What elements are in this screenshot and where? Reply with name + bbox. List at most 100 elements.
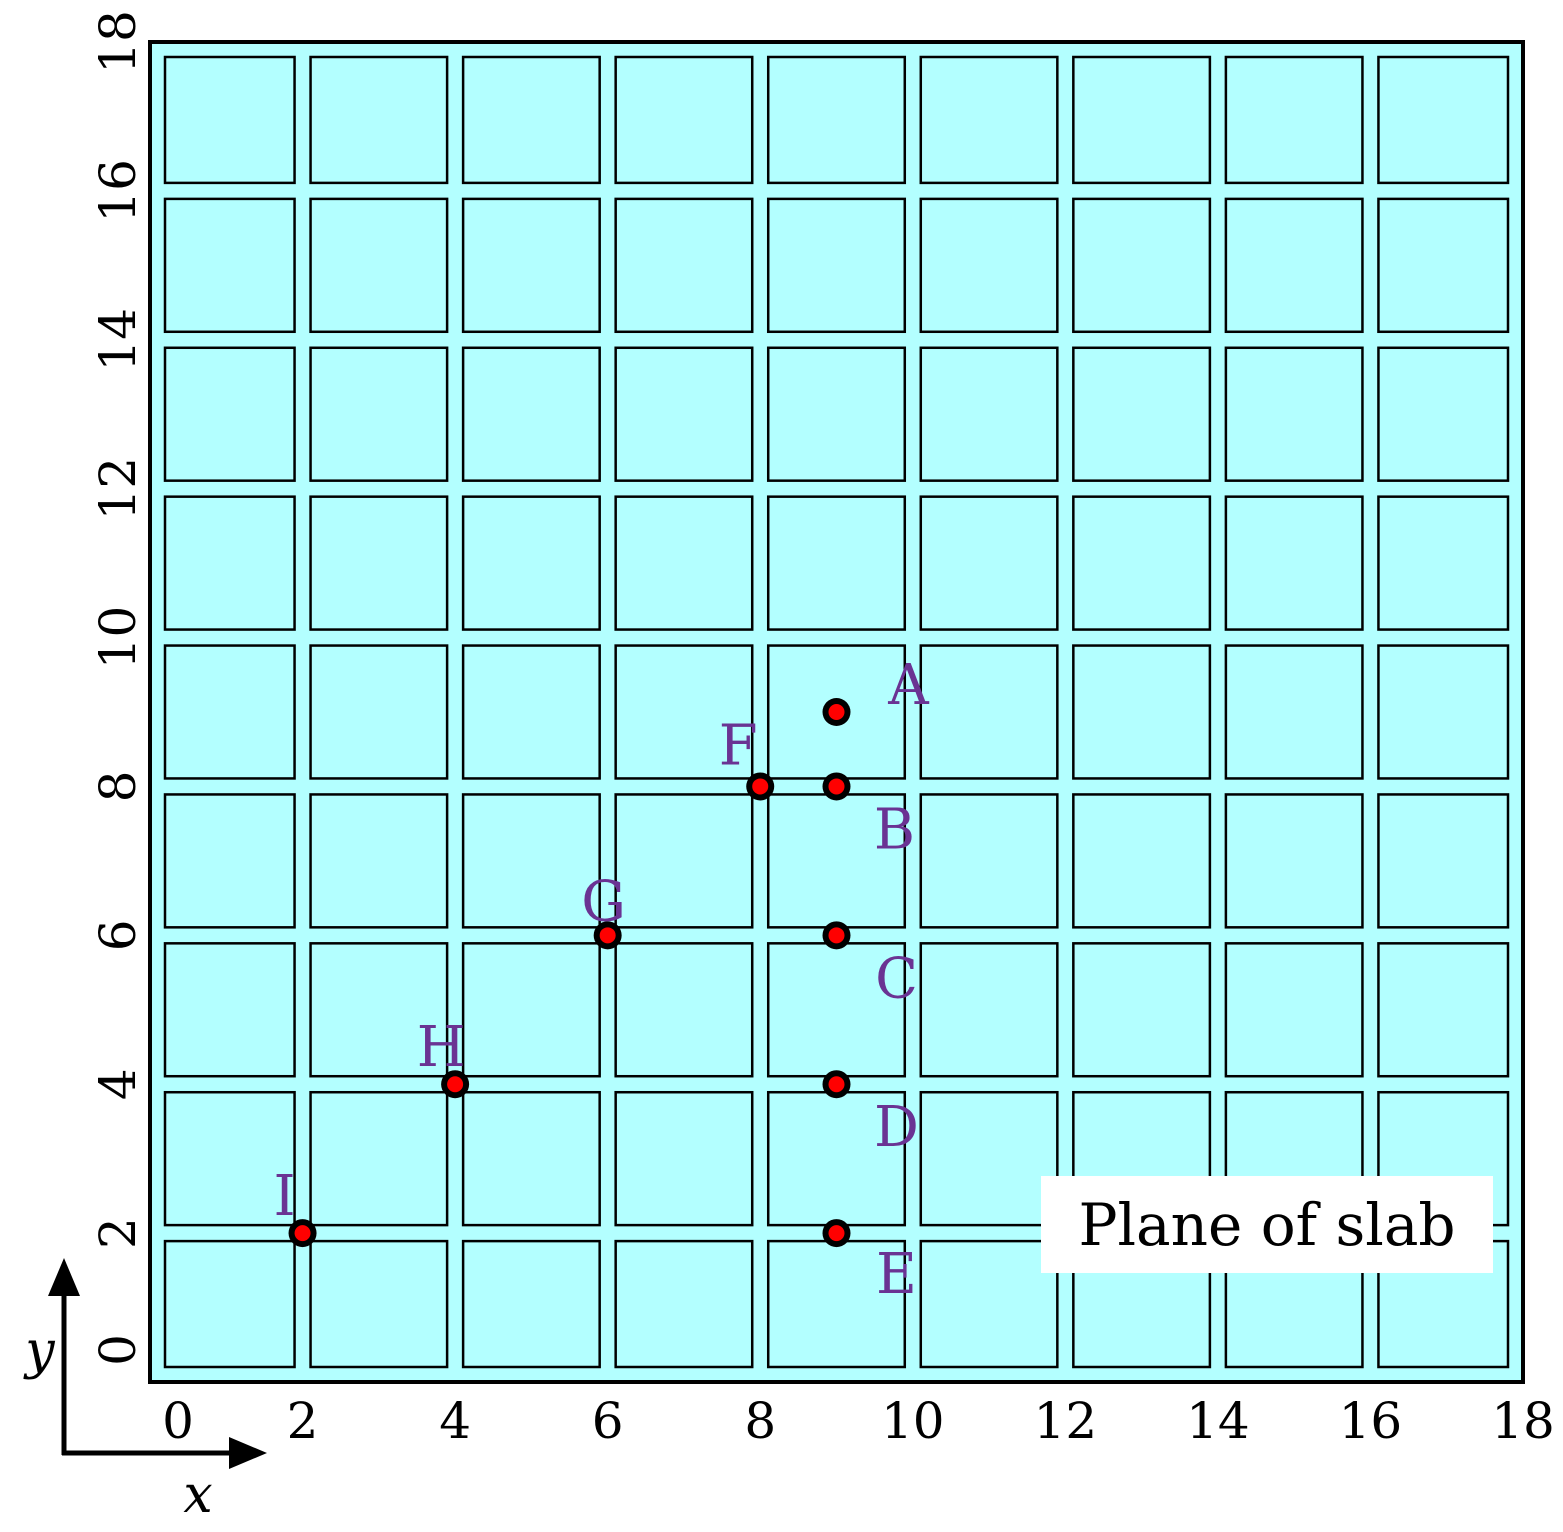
grid-cell	[1377, 644, 1510, 780]
grid-cells	[163, 55, 1510, 1369]
grid-cell	[919, 644, 1059, 780]
grid-cell	[461, 346, 601, 482]
x-arrow-head	[229, 1437, 267, 1469]
point-i: I	[273, 1164, 317, 1248]
grid-cell	[309, 1090, 449, 1227]
point-b: B	[822, 772, 915, 862]
point-label: A	[887, 653, 929, 718]
grid-cell	[1224, 495, 1364, 631]
grid-cell	[919, 942, 1059, 1078]
grid-cell	[163, 346, 296, 482]
grid-cell	[919, 55, 1059, 185]
grid-cell	[309, 793, 449, 929]
point-h: H	[417, 1015, 470, 1099]
grid-cell	[919, 495, 1059, 631]
grid-cell	[1224, 197, 1364, 334]
grid-cell	[766, 197, 907, 334]
grid-cell	[614, 1090, 754, 1227]
grid-cell	[309, 346, 449, 482]
x-tick-label: 16	[1339, 1392, 1403, 1450]
grid-cell	[766, 55, 907, 185]
y-arrow-head	[48, 1258, 80, 1296]
x-tick-label: 6	[592, 1392, 624, 1450]
grid-cell	[1377, 197, 1510, 334]
point-label: D	[874, 1095, 919, 1160]
point-label: B	[874, 797, 915, 862]
grid-cell	[163, 1090, 296, 1227]
grid-cell	[766, 495, 907, 631]
grid-cell	[163, 942, 296, 1078]
point-label: G	[581, 869, 626, 934]
point-marker	[599, 927, 616, 944]
point-f: F	[719, 713, 775, 801]
grid-cell	[1072, 644, 1212, 780]
grid-cell	[461, 55, 601, 185]
grid-cell	[614, 942, 754, 1078]
grid-cell	[461, 197, 601, 334]
measurement-points: A B C D E F G H I	[273, 653, 929, 1307]
grid-cell	[461, 793, 601, 929]
grid-cell	[919, 1090, 1059, 1227]
axis-indicator: y x	[23, 1258, 267, 1525]
axis-ticks: 0 2 4 6 8 10 12 14 16 18 0 2 4 6 8 10 12 14 16 18	[89, 10, 1555, 1450]
y-tick-label: 8	[89, 771, 147, 803]
legend-text: Plane of slab	[1078, 1191, 1455, 1259]
grid-cell	[309, 1239, 449, 1369]
grid-cell	[1072, 197, 1212, 334]
grid-cell	[919, 197, 1059, 334]
grid-cell	[163, 495, 296, 631]
y-tick-label: 10	[89, 606, 147, 670]
grid-cell	[163, 1239, 296, 1369]
grid-cell	[1224, 346, 1364, 482]
x-tick-label: 0	[162, 1392, 194, 1450]
point-label: F	[719, 713, 758, 778]
point-c: C	[822, 921, 918, 1011]
grid-cell	[1072, 55, 1212, 185]
x-tick-label: 12	[1034, 1392, 1098, 1450]
grid-cell	[614, 1239, 754, 1369]
point-e: E	[822, 1219, 917, 1307]
grid-cell	[1224, 942, 1364, 1078]
y-tick-label: 14	[89, 308, 147, 372]
point-marker	[752, 778, 769, 795]
y-axis-symbol: y	[23, 1321, 55, 1381]
point-marker	[294, 1225, 311, 1242]
point-label: C	[875, 946, 918, 1011]
point-marker	[828, 1225, 845, 1242]
grid-cell	[309, 197, 449, 334]
y-tick-label: 6	[89, 919, 147, 951]
x-tick-label: 14	[1186, 1392, 1250, 1450]
grid-cell	[163, 55, 296, 185]
x-tick-label: 18	[1491, 1392, 1555, 1450]
grid-cell	[309, 644, 449, 780]
grid-cell	[1377, 942, 1510, 1078]
y-tick-label: 18	[89, 10, 147, 74]
point-a: A	[822, 653, 929, 726]
grid-cell	[614, 197, 754, 334]
grid-cell	[163, 644, 296, 780]
grid-cell	[766, 346, 907, 482]
grid-cell	[1377, 495, 1510, 631]
grid-cell	[614, 495, 754, 631]
grid-cell	[1072, 495, 1212, 631]
grid-cell	[163, 793, 296, 929]
grid-cell	[614, 644, 754, 780]
grid-cell	[1072, 942, 1212, 1078]
grid-cell	[461, 495, 601, 631]
point-g: G	[581, 869, 626, 950]
grid-cell	[309, 495, 449, 631]
point-marker	[828, 778, 845, 795]
legend: Plane of slab	[1041, 1176, 1493, 1273]
x-tick-label: 4	[439, 1392, 471, 1450]
y-tick-label: 0	[89, 1334, 147, 1366]
grid-cell	[461, 1090, 601, 1227]
point-label: I	[273, 1164, 295, 1229]
grid-cell	[919, 346, 1059, 482]
grid-cell	[1377, 793, 1510, 929]
grid-cell	[1224, 793, 1364, 929]
grid-cell	[614, 793, 754, 929]
grid-cell	[309, 942, 449, 1078]
grid-cell	[1072, 793, 1212, 929]
x-tick-label: 2	[287, 1392, 319, 1450]
